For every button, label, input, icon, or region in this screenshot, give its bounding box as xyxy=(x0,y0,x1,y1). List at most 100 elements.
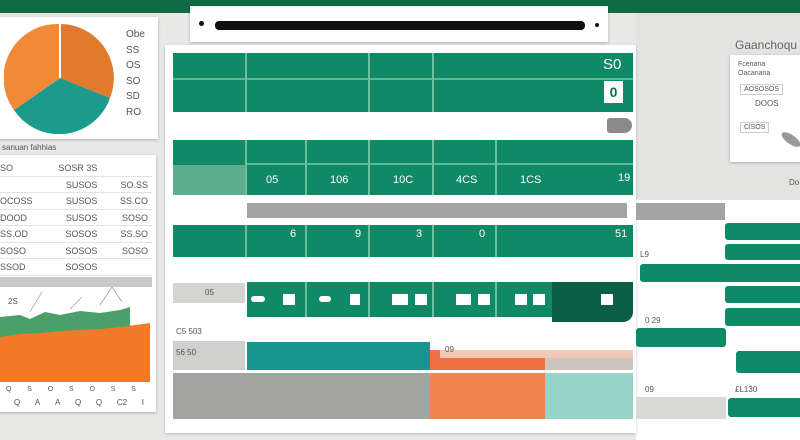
bottom-teal-block xyxy=(545,373,633,419)
grid-line xyxy=(432,53,434,112)
filter-label: Fcenana xyxy=(738,61,766,68)
grid-line xyxy=(305,282,307,317)
grid-header-row xyxy=(173,53,633,112)
x-tick-label: A xyxy=(34,398,41,407)
right-bar xyxy=(736,351,800,373)
pie-slice xyxy=(60,24,114,98)
x-tick-label: O xyxy=(89,386,95,393)
table-cell xyxy=(101,160,152,176)
table-row[interactable]: SS.OD SOSOS SS.SO xyxy=(0,226,152,243)
band-peach xyxy=(545,358,633,370)
square-icon[interactable] xyxy=(392,294,408,305)
square-icon[interactable] xyxy=(478,294,490,305)
grid-line xyxy=(368,225,370,257)
square-icon[interactable] xyxy=(350,294,360,305)
cloud-icon xyxy=(251,296,265,302)
x-tick-label: O xyxy=(47,386,54,393)
header-box[interactable]: 0 xyxy=(604,81,623,103)
cell-value: 1CS xyxy=(520,174,542,186)
area-chart-label: 2S xyxy=(8,297,18,306)
side-label: 05 xyxy=(205,288,214,297)
x-tick-label: S xyxy=(131,386,136,393)
square-icon[interactable] xyxy=(601,294,613,305)
square-icon[interactable] xyxy=(456,294,471,305)
side-label: 56 50 xyxy=(176,348,197,357)
cell-value: 05 xyxy=(266,174,279,186)
table-cell: SOSOS xyxy=(65,245,98,256)
x-tick-label: S xyxy=(69,386,74,393)
x-tick-label: Q xyxy=(95,398,103,407)
grid-line xyxy=(368,282,370,317)
filter-field[interactable]: AOSOSOS xyxy=(740,84,784,95)
table-cell: SOSOS xyxy=(65,262,98,272)
filter-value: DOOS xyxy=(755,99,779,108)
grid-line xyxy=(432,140,434,195)
table-row[interactable]: SSOD SOSOS xyxy=(0,259,152,276)
search-bar[interactable] xyxy=(190,6,608,42)
area-chart xyxy=(0,287,150,382)
table-cell: OCOSS xyxy=(0,196,33,206)
gray-bar xyxy=(636,203,725,220)
pie-chart xyxy=(4,23,114,134)
data-table-panel: SO SOSR 3S SUSOS SO.SS OCOSS SUSOS SS.CO DOOD SU… xyxy=(0,155,156,412)
table-cell: SUSOS xyxy=(65,196,98,206)
right-bar xyxy=(725,223,800,240)
table-cell xyxy=(101,259,152,275)
grid-line xyxy=(368,53,370,112)
right-title: Gaanchoqu xyxy=(735,38,798,52)
square-icon[interactable] xyxy=(515,294,527,305)
right-bar xyxy=(640,264,800,282)
band-teal xyxy=(247,342,430,370)
table-cell: SO.SS xyxy=(120,179,149,190)
grid-row xyxy=(173,225,633,257)
grid-line xyxy=(305,225,307,257)
cell-value: 51 xyxy=(615,228,628,240)
table-cell: SUSOS xyxy=(65,179,98,190)
filter-field[interactable]: ClSOS xyxy=(740,122,770,133)
right-bar xyxy=(636,328,726,347)
x-tick-label: I xyxy=(141,398,144,407)
table-cell: SOSOS xyxy=(65,229,98,239)
square-icon[interactable] xyxy=(415,294,427,305)
right-label: 09 xyxy=(645,385,654,394)
table-cell: SOSR 3S xyxy=(58,163,98,173)
table-cell: DOOD xyxy=(0,212,27,223)
band-peach xyxy=(440,350,633,358)
header-value: S0 xyxy=(603,56,622,73)
grid-line xyxy=(245,140,247,195)
table-caption: sanuan fahhias xyxy=(2,143,57,152)
cell-value: 106 xyxy=(330,174,349,186)
square-icon[interactable] xyxy=(283,294,295,305)
table-cell xyxy=(0,177,51,193)
table-row[interactable]: DOOD SUSOS SOSO xyxy=(0,210,152,226)
x-tick-label: C2 xyxy=(116,398,128,407)
pie-slice xyxy=(4,23,60,110)
search-input[interactable] xyxy=(215,21,585,30)
x-tick-label: Q xyxy=(74,398,82,407)
table-cell: SO xyxy=(0,163,14,173)
grid-line xyxy=(495,282,497,317)
table-row[interactable]: SOSO SOSOS SOSO xyxy=(0,243,152,259)
pie-chart-panel: Obe SS OS SO SD RO xyxy=(0,17,158,139)
grid-line xyxy=(368,140,370,195)
pie-legend-item: SD xyxy=(126,91,140,102)
table-cell: SOSO xyxy=(122,212,149,223)
cell-value: 0 xyxy=(479,228,486,240)
square-icon[interactable] xyxy=(533,294,545,305)
bottom-gray-block xyxy=(173,373,430,419)
search-dot-icon xyxy=(595,23,599,27)
cell-value: 6 xyxy=(290,228,297,240)
table-footer-bar xyxy=(0,277,152,287)
table-header[interactable]: SO SOSR 3S xyxy=(0,160,152,177)
pie-legend-item: SS xyxy=(126,44,140,56)
table-cell: SSOD xyxy=(0,262,26,272)
side-label: C5 503 xyxy=(176,327,202,336)
right-gray-bar xyxy=(636,397,726,419)
table-cell: SOSO xyxy=(0,245,27,256)
table-row[interactable]: SUSOS SO.SS xyxy=(0,177,152,193)
table-cell: SS.CO xyxy=(120,196,149,206)
table-cell: SS.SO xyxy=(120,229,149,239)
table-row[interactable]: OCOSS SUSOS SS.CO xyxy=(0,193,152,210)
toggle-shape[interactable] xyxy=(607,118,632,133)
right-label: £L130 xyxy=(735,385,758,394)
